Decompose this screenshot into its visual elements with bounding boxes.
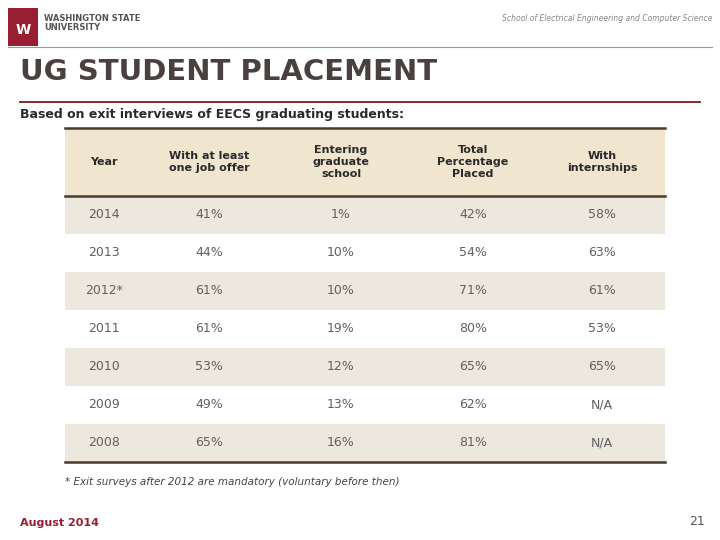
Text: 61%: 61%: [195, 285, 223, 298]
Text: N/A: N/A: [591, 436, 613, 449]
Text: 2009: 2009: [88, 399, 120, 411]
Bar: [8, 8, 38, 46]
Text: 53%: 53%: [195, 361, 223, 374]
Text: 2008: 2008: [88, 436, 120, 449]
Text: 53%: 53%: [588, 322, 616, 335]
Text: * Exit surveys after 2012 are mandatory (voluntary before then): * Exit surveys after 2012 are mandatory …: [65, 477, 400, 487]
Text: 10%: 10%: [327, 285, 355, 298]
Bar: [65, 128, 665, 196]
Text: 13%: 13%: [327, 399, 355, 411]
Text: 1%: 1%: [331, 208, 351, 221]
Text: 49%: 49%: [195, 399, 223, 411]
Bar: [65, 310, 665, 348]
Text: 65%: 65%: [588, 361, 616, 374]
Text: Year: Year: [90, 157, 118, 167]
Text: 63%: 63%: [588, 246, 616, 260]
Text: 61%: 61%: [588, 285, 616, 298]
Bar: [65, 424, 665, 462]
Text: 81%: 81%: [459, 436, 487, 449]
Text: 2011: 2011: [88, 322, 120, 335]
Text: UNIVERSITY: UNIVERSITY: [44, 23, 100, 32]
Text: N/A: N/A: [591, 399, 613, 411]
Text: Based on exit interviews of EECS graduating students:: Based on exit interviews of EECS graduat…: [20, 108, 404, 121]
Text: Total
Percentage
Placed: Total Percentage Placed: [437, 145, 508, 179]
Text: 80%: 80%: [459, 322, 487, 335]
Text: August 2014: August 2014: [20, 518, 99, 528]
Text: School of Electrical Engineering and Computer Science: School of Electrical Engineering and Com…: [502, 14, 712, 23]
Text: 65%: 65%: [459, 361, 487, 374]
Text: 62%: 62%: [459, 399, 487, 411]
Text: 21: 21: [689, 515, 705, 528]
Text: With
internships: With internships: [567, 151, 637, 173]
Text: 16%: 16%: [327, 436, 355, 449]
Bar: [65, 234, 665, 272]
Text: 54%: 54%: [459, 246, 487, 260]
Text: 10%: 10%: [327, 246, 355, 260]
Text: 2013: 2013: [88, 246, 120, 260]
Text: 19%: 19%: [327, 322, 355, 335]
Text: 2012*: 2012*: [85, 285, 123, 298]
Bar: [65, 348, 665, 386]
Text: 61%: 61%: [195, 322, 223, 335]
Text: 2014: 2014: [88, 208, 120, 221]
Text: 41%: 41%: [195, 208, 223, 221]
Bar: [65, 196, 665, 234]
Bar: [65, 272, 665, 310]
Text: WASHINGTON STATE: WASHINGTON STATE: [44, 14, 140, 23]
Text: Entering
graduate
school: Entering graduate school: [312, 145, 369, 179]
Text: 71%: 71%: [459, 285, 487, 298]
Text: 2010: 2010: [88, 361, 120, 374]
Text: UG STUDENT PLACEMENT: UG STUDENT PLACEMENT: [20, 58, 437, 86]
Text: 42%: 42%: [459, 208, 487, 221]
Text: 12%: 12%: [327, 361, 355, 374]
Bar: [65, 386, 665, 424]
Text: 65%: 65%: [195, 436, 223, 449]
Text: With at least
one job offer: With at least one job offer: [168, 151, 249, 173]
Text: 44%: 44%: [195, 246, 223, 260]
Text: 58%: 58%: [588, 208, 616, 221]
Text: W: W: [15, 23, 31, 37]
